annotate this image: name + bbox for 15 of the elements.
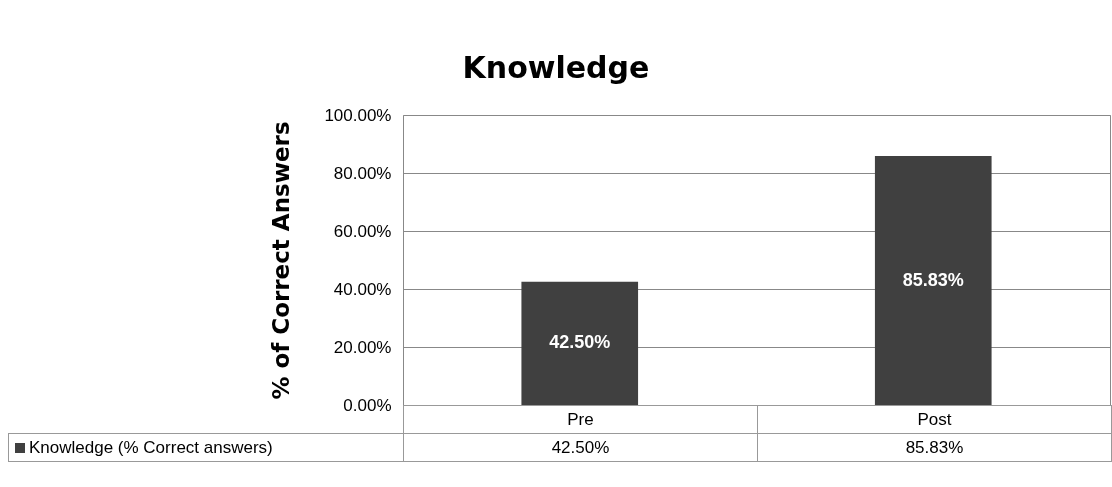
data-label: 85.83%: [757, 433, 1112, 462]
chart-title: Knowledge: [461, 50, 651, 85]
x-tick-label: Pre: [403, 405, 758, 434]
y-tick-label: 60.00%: [333, 221, 392, 241]
y-axis-title: % of Correct Answers: [267, 121, 294, 400]
text: 85.83%: [902, 269, 964, 290]
data-label: 42.50%: [403, 433, 758, 462]
y-tick-label: 0.00%: [343, 395, 392, 415]
text: 42.50%: [549, 332, 611, 353]
x-tick-label: Post: [757, 405, 1112, 434]
y-tick-label: 80.00%: [333, 163, 392, 183]
y-tick-label: 100.00%: [324, 105, 392, 125]
legend-label: Knowledge (% Correct answers): [8, 433, 404, 462]
y-tick-label: 20.00%: [333, 337, 392, 357]
y-tick-label: 40.00%: [333, 279, 392, 299]
